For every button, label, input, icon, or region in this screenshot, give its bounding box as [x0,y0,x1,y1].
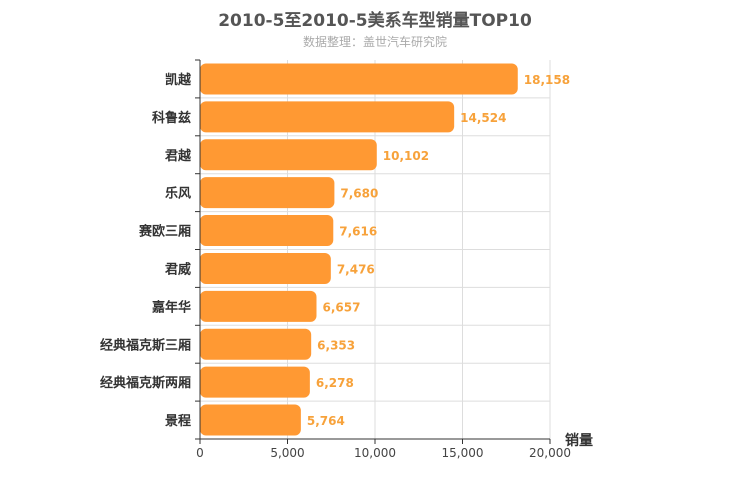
chart-title: 2010-5至2010-5美系车型销量TOP10 [218,11,532,31]
data-label: 5,764 [307,414,345,428]
category-label: 赛欧三厢 [138,224,191,240]
bar [200,404,301,436]
category-label: 君越 [165,148,192,164]
category-label: 凯越 [165,72,192,88]
category-label: 嘉年华 [151,299,191,315]
axes [195,59,551,444]
x-tick-label: 5,000 [270,446,304,460]
data-label: 10,102 [383,149,429,163]
data-label: 7,680 [340,187,378,201]
data-label: 18,158 [524,73,570,87]
category-label: 君威 [165,261,191,277]
x-tick-label: 20,000 [529,446,571,460]
bar [200,215,334,247]
category-label: 景程 [165,414,191,429]
category-label: 经典福克斯三厢 [100,337,191,353]
category-label: 科鲁兹 [152,110,191,126]
bar [200,63,518,95]
x-axis-title: 销量 [565,432,593,449]
x-tick-label: 10,000 [354,446,396,460]
bar [200,328,312,360]
x-tick-label: 0 [196,446,204,460]
bars [200,63,518,436]
data-label: 7,476 [337,262,375,276]
bar [200,366,310,398]
data-label: 14,524 [460,111,506,125]
bar [200,139,377,171]
bar [200,101,455,133]
data-label: 7,616 [339,225,377,239]
data-label: 6,353 [317,338,355,352]
bar [200,290,317,322]
bar [200,252,331,284]
category-label: 经典福克斯两厢 [100,375,191,391]
labels: 0 5,000 10,000 15,000 20,000 凯越 18,158 科鲁兹 14,52… [100,72,571,460]
data-label: 6,657 [322,300,360,314]
data-label: 6,278 [316,376,354,390]
bar [200,177,335,209]
category-label: 乐风 [165,186,191,202]
chart-subtitle: 数据整理：盖世汽车研究院 [302,35,447,49]
x-tick-label: 15,000 [442,446,484,460]
